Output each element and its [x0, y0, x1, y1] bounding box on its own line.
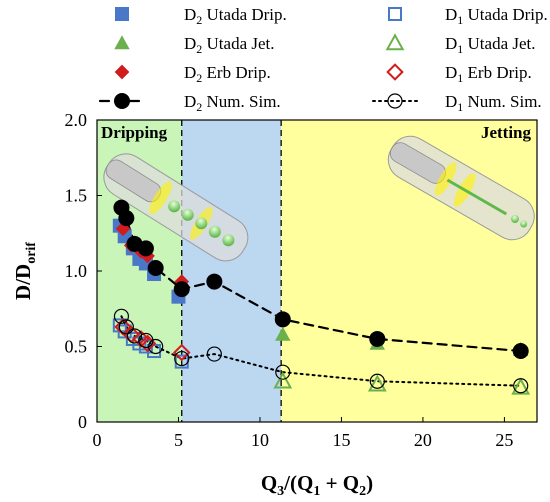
point-d2-num-sim-3: [137, 240, 154, 257]
point-d2-num-sim-8: [369, 330, 386, 347]
legend-label-d2-erb-drip: D2 Erb Drip.D2 Erb Drip.: [184, 63, 271, 85]
regime-label-dripping: Dripping: [101, 123, 168, 142]
legend-marker-d1-utada-drip: [388, 7, 402, 21]
data-markers: [112, 199, 531, 395]
point-d2-num-sim-6: [206, 273, 223, 290]
legend-marker-d1-erb-drip: [386, 63, 404, 81]
point-d1-num-sim-6: [206, 346, 222, 362]
legend-label-d1-num-sim: D1 Num. Sim.D1 Num. Sim.: [445, 92, 542, 114]
y-tick-label-0: 0: [78, 412, 87, 432]
x-tick-label-1: 5: [174, 430, 183, 450]
point-d2-num-sim-9: [512, 343, 529, 360]
y-tick-label-1: 0.5: [65, 337, 88, 357]
legend-label-d1-utada-drip: D1 Utada Drip.D1 Utada Drip.: [445, 5, 548, 27]
y-tick-label-2: 1.0: [65, 261, 88, 281]
legend-marker-d1-num-sim: [387, 93, 403, 109]
point-d1-num-sim-4: [148, 338, 164, 355]
legend-label-d1-utada-jet: D1 Utada Jet.D1 Utada Jet.: [445, 34, 536, 56]
legend-label-d2-utada-jet: D2 Utada Jet.D2 Utada Jet.: [184, 34, 275, 56]
point-d2-num-sim-1: [118, 210, 135, 227]
regime-band-1: [181, 120, 282, 422]
legend-label-d2-num-sim: D2 Num. Sim.D2 Num. Sim.: [184, 92, 281, 114]
legend-marker-d2-num-sim: [114, 93, 130, 109]
point-d2-num-sim-7: [274, 311, 291, 328]
point-d1-utada-jet-2: [511, 377, 531, 395]
jetting-device-illustration: [387, 135, 535, 241]
flow-regimes: Dripping Jetting: [97, 120, 537, 422]
x-tick-label-2: 10: [251, 430, 269, 450]
point-d1-erb-drip-4: [172, 343, 191, 362]
point-d1-num-sim-8: [369, 373, 385, 389]
axes: 0 5 10 15 20 25 0 0.5 1.0 1.5 2.0 Q3/(Q1 + Q2)Q3​/(…: [11, 110, 538, 499]
point-d1-num-sim-9: [513, 378, 529, 394]
y-tick-label-4: 2.0: [65, 110, 88, 130]
point-d1-num-sim-0: [113, 308, 130, 324]
legend-label-d2-utada-drip: D2 Utada Drip.D2 Utada Drip.: [184, 5, 287, 27]
point-d1-num-sim-1: [118, 319, 134, 335]
x-tick-label-5: 25: [495, 430, 513, 450]
point-d2-num-sim-5: [173, 281, 190, 298]
legend-marker-d2-erb-drip: [114, 64, 130, 80]
legend-marker-d2-utada-jet: [114, 35, 130, 50]
legend-label-d1-erb-drip: D1 Erb Drip.D1 Erb Drip.: [445, 63, 532, 85]
legend-marker-d1-utada-jet: [385, 33, 405, 51]
x-axis-label: Q3/(Q1 + Q2)Q3​/(Q1​ + Q2​): [261, 471, 373, 499]
point-d1-utada-jet-0: [273, 371, 293, 389]
dripping-device-illustration: [103, 153, 249, 262]
x-tick-label-4: 20: [414, 430, 432, 450]
point-d2-utada-jet-0: [275, 326, 291, 341]
point-d1-num-sim-2: [126, 328, 143, 344]
point-d1-num-sim-7: [275, 364, 291, 380]
legend: D2 Utada Drip.D2 Utada Drip. D2 Utada Jet…: [98, 5, 548, 114]
point-d1-num-sim-5: [174, 350, 190, 367]
y-tick-label-3: 1.5: [65, 186, 88, 206]
series-line-d2-num-sim: [120, 206, 522, 353]
regime-boundaries: [181, 120, 282, 422]
x-tick-label-0: 0: [93, 430, 102, 450]
regime-label-jetting: Jetting: [481, 123, 532, 142]
legend-marker-d2-utada-drip: [115, 7, 129, 21]
point-d2-num-sim-4: [147, 259, 164, 276]
x-tick-label-3: 15: [332, 430, 350, 450]
point-d1-utada-drip-1: [117, 324, 132, 339]
point-d1-utada-jet-1: [367, 374, 387, 392]
